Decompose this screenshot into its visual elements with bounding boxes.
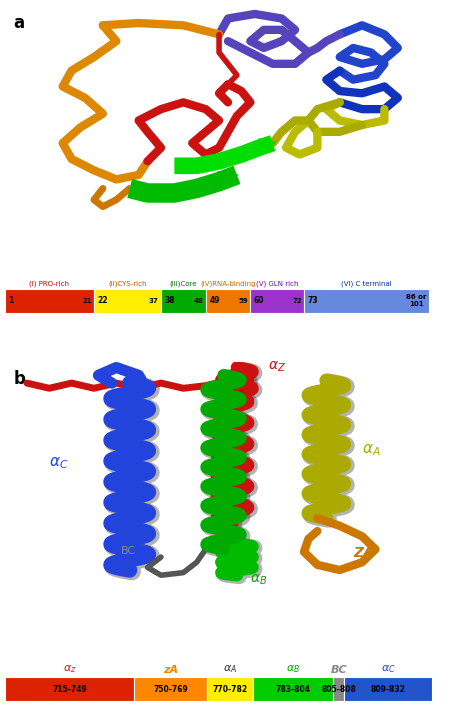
Text: 750-769: 750-769 — [153, 685, 187, 693]
Text: 809-832: 809-832 — [370, 685, 405, 693]
Text: (II)CYS-rich: (II)CYS-rich — [108, 280, 147, 287]
Text: $\alpha_z$: $\alpha_z$ — [63, 663, 76, 675]
Text: 783-804: 783-804 — [275, 685, 310, 693]
Bar — [205, 289, 250, 313]
Text: (IV)RNA-binding: (IV)RNA-binding — [200, 280, 255, 287]
Text: 1: 1 — [8, 296, 13, 305]
Text: $\alpha_C$: $\alpha_C$ — [380, 663, 395, 675]
Bar — [207, 677, 252, 701]
Text: 60: 60 — [253, 296, 264, 305]
Text: (III)Core: (III)Core — [169, 280, 197, 287]
Text: ZA: ZA — [352, 546, 373, 560]
Text: b: b — [14, 370, 25, 388]
Text: 805-808: 805-808 — [321, 685, 355, 693]
Text: 37: 37 — [149, 298, 158, 304]
Text: 73: 73 — [307, 296, 318, 305]
Bar — [94, 289, 161, 313]
Text: $\alpha_B$: $\alpha_B$ — [285, 663, 299, 675]
Text: (VI) C terminal: (VI) C terminal — [340, 280, 391, 287]
Text: 38: 38 — [164, 296, 175, 305]
Bar — [161, 289, 205, 313]
Bar — [134, 677, 207, 701]
Text: 72: 72 — [292, 298, 301, 304]
Text: 86 or
101: 86 or 101 — [405, 295, 426, 308]
Text: (I) PRO-rich: (I) PRO-rich — [29, 280, 69, 287]
Bar — [5, 677, 134, 701]
Text: $\alpha_C$: $\alpha_C$ — [49, 455, 69, 471]
Text: $\alpha_B$: $\alpha_B$ — [250, 573, 267, 587]
Text: 59: 59 — [238, 298, 248, 304]
Bar — [252, 677, 332, 701]
Text: 715-749: 715-749 — [52, 685, 86, 693]
Text: BC: BC — [330, 665, 346, 675]
Bar — [5, 289, 94, 313]
Text: 49: 49 — [209, 296, 219, 305]
Bar — [332, 677, 344, 701]
Text: $\alpha_A$: $\alpha_A$ — [361, 442, 380, 458]
Bar — [344, 677, 431, 701]
Bar — [303, 289, 428, 313]
Text: $\alpha_A$: $\alpha_A$ — [222, 663, 237, 675]
Text: a: a — [14, 14, 25, 32]
Text: 770-782: 770-782 — [212, 685, 247, 693]
Text: (V) GLN rich: (V) GLN rich — [255, 280, 298, 287]
Text: 22: 22 — [97, 296, 108, 305]
Text: zA: zA — [163, 665, 178, 675]
Text: 48: 48 — [193, 298, 203, 304]
Text: $\alpha_Z$: $\alpha_Z$ — [268, 360, 286, 374]
Bar — [250, 289, 303, 313]
Text: 21: 21 — [82, 298, 91, 304]
Text: BC: BC — [121, 546, 136, 556]
